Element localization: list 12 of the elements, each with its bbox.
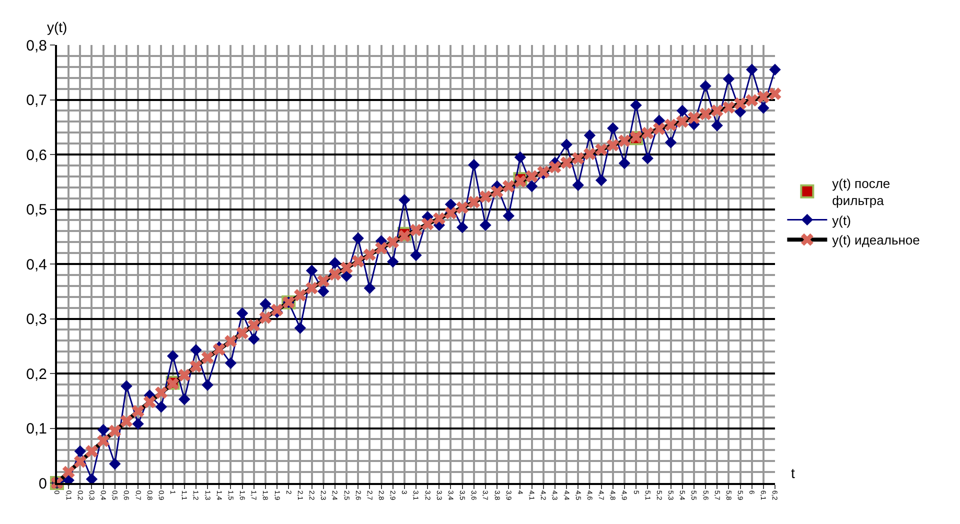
y-axis-title: y(t) xyxy=(47,19,68,35)
legend-label: y(t) идеальное xyxy=(832,232,920,248)
y-tick-label: 0,8 xyxy=(26,37,47,54)
y-tick-label: 0,6 xyxy=(26,146,47,164)
x-axis-title: t xyxy=(791,465,795,481)
legend-label: y(t) xyxy=(832,212,851,228)
y-tick-label: 0,2 xyxy=(26,366,47,383)
y-tick-label: 0,1 xyxy=(26,420,47,438)
y-tick-label: 0,4 xyxy=(26,256,47,274)
y-tick-label: 0,3 xyxy=(26,311,47,328)
y-tick-label: 0,5 xyxy=(26,202,47,218)
y-tick-label: 0,7 xyxy=(26,92,47,109)
